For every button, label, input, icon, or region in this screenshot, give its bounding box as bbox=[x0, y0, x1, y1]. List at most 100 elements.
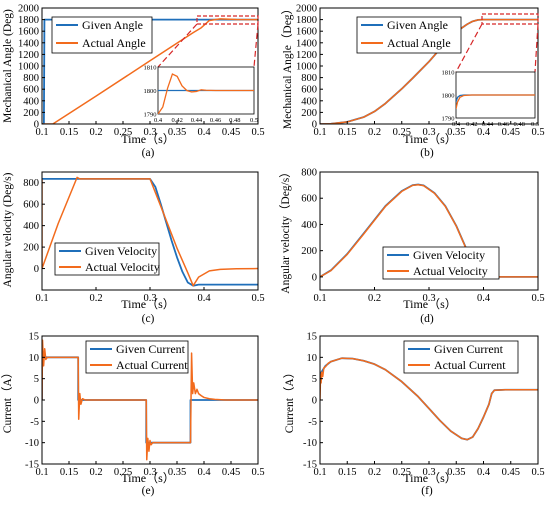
x-axis-label: Time（s） bbox=[403, 471, 457, 485]
legend-label-actual: Actual Velocity bbox=[85, 260, 160, 274]
y-tick-label: -10 bbox=[25, 438, 39, 449]
y-tick-label: 1200 bbox=[18, 50, 39, 61]
y-axis-label: Angular velocity (Deg/s) bbox=[2, 172, 14, 287]
y-tick-label: -5 bbox=[30, 417, 39, 428]
legend-label-actual: Actual Angle bbox=[387, 36, 451, 50]
y-tick-label: 600 bbox=[301, 85, 317, 96]
inset-x-tick-label: 0.44 bbox=[482, 121, 494, 128]
x-tick-label: 0.5 bbox=[531, 127, 544, 138]
x-tick-label: 0.1 bbox=[313, 467, 326, 478]
x-tick-label: 0.1 bbox=[35, 467, 48, 478]
y-tick-label: 200 bbox=[301, 108, 317, 119]
y-tick-label: 1600 bbox=[18, 27, 39, 38]
y-tick-label: 15 bbox=[307, 332, 318, 343]
legend-box bbox=[403, 340, 519, 374]
y-tick-label: 10 bbox=[307, 353, 318, 364]
series-line-actual bbox=[320, 18, 538, 124]
subplot-b: 0.1 0.15 0.2 0.25 0.3 0.35 0.4 0.45 0.5020040060… bbox=[281, 3, 545, 159]
legend-box bbox=[54, 242, 160, 276]
y-tick-label: 2000 bbox=[18, 4, 39, 15]
subplot-a: 0.1 0.15 0.2 0.25 0.3 0.35 0.4 0.45 0.5 020040060… bbox=[2, 4, 265, 160]
inset-x-tick-label: 0.44 bbox=[191, 117, 203, 124]
y-tick-label: 800 bbox=[301, 73, 317, 84]
subplot-c: 0.1 0.2 0.3 0.4 0.5 0 200 400 600 800 Time（s） Angul… bbox=[2, 171, 265, 325]
x-tick-label: 0.25 bbox=[393, 467, 411, 478]
series-line-actual bbox=[320, 357, 538, 441]
y-tick-label: 200 bbox=[23, 108, 39, 119]
x-tick-label: 0.3 bbox=[143, 467, 156, 478]
x-tick-label: 0.15 bbox=[60, 467, 78, 478]
x-axis-label: Time（s） bbox=[121, 471, 175, 485]
legend: Given Current Actual Current bbox=[85, 340, 189, 374]
y-axis-label: Mechanical Angle (Deg) bbox=[2, 9, 14, 123]
legend: Given Current Actual Current bbox=[403, 340, 519, 374]
y-tick-label: 1800 bbox=[18, 15, 39, 26]
legend-label-given: Given Velocity bbox=[413, 248, 485, 262]
x-tick-label: 0.4 bbox=[477, 467, 491, 478]
legend-label-actual: Actual Current bbox=[434, 358, 506, 372]
x-tick-label: 0.45 bbox=[502, 127, 520, 138]
legend: Given Angle Actual Angle bbox=[51, 16, 153, 54]
x-tick-label: 0.2 bbox=[89, 467, 102, 478]
x-tick-label: 0.2 bbox=[368, 467, 381, 478]
x-tick-label: 0.2 bbox=[368, 293, 381, 304]
x-tick-label: 0.3 bbox=[422, 467, 435, 478]
subplot-d: 0.1 0.2 0.3 0.4 0.5 0 200 400 600 800 Time（s） Angul… bbox=[279, 166, 545, 325]
y-tick-label: 0 bbox=[34, 264, 39, 275]
series-line-actual bbox=[42, 339, 258, 461]
y-tick-label: 1400 bbox=[18, 38, 39, 49]
y-tick-label: 800 bbox=[23, 73, 39, 84]
inset-x-tick-label: 0.5 bbox=[531, 121, 539, 128]
y-tick-label: 800 bbox=[301, 168, 317, 179]
inset-x-tick-label: 0.4 bbox=[452, 121, 461, 128]
x-tick-label: 0.4 bbox=[197, 127, 211, 138]
x-axis-label: Time（s） bbox=[121, 297, 175, 311]
x-tick-label: 0.2 bbox=[89, 293, 102, 304]
x-tick-label: 0.4 bbox=[197, 467, 211, 478]
inset-x-tick-label: 0.48 bbox=[514, 121, 525, 128]
legend-box bbox=[382, 246, 500, 280]
legend-label-actual: Actual Velocity bbox=[413, 264, 488, 278]
x-tick-label: 0.2 bbox=[89, 127, 102, 138]
inset-y-tick-label: 1790 bbox=[144, 112, 157, 119]
y-tick-label: 0 bbox=[34, 396, 39, 407]
inset-series-line-actual bbox=[456, 94, 535, 109]
x-tick-label: 0.15 bbox=[60, 127, 78, 138]
x-tick-label: 0.5 bbox=[251, 467, 264, 478]
legend-label-given: Given Velocity bbox=[85, 244, 157, 258]
y-axis-label: Current（A） bbox=[283, 367, 296, 433]
x-tick-label: 0.5 bbox=[251, 293, 264, 304]
x-axis-label: Time（s） bbox=[403, 297, 457, 311]
y-tick-label: 5 bbox=[34, 374, 39, 385]
x-tick-label: 0.1 bbox=[313, 293, 326, 304]
y-tick-label: 400 bbox=[301, 220, 317, 231]
y-tick-label: -15 bbox=[25, 460, 39, 471]
zoom-connector-line bbox=[157, 23, 198, 68]
inset-x-tick-label: 0.42 bbox=[172, 117, 183, 124]
x-axis-label: Time（s） bbox=[403, 132, 457, 146]
x-tick-label: 0.35 bbox=[447, 127, 465, 138]
y-tick-label: 1800 bbox=[296, 15, 317, 26]
y-tick-label: 400 bbox=[23, 96, 39, 107]
legend-label-given: Given Current bbox=[434, 342, 504, 356]
y-tick-label: 400 bbox=[301, 96, 317, 107]
zoom-inset: 0.4 0.42 0.44 0.46 0.48 0.5 1790 1800 1810 bbox=[144, 15, 259, 124]
y-tick-label: 1000 bbox=[18, 62, 39, 73]
x-tick-label: 0.35 bbox=[447, 467, 465, 478]
y-tick-label: 1200 bbox=[296, 50, 317, 61]
x-tick-label: 0.3 bbox=[422, 127, 435, 138]
y-tick-label: 1600 bbox=[296, 27, 317, 38]
x-tick-label: 0.15 bbox=[338, 127, 356, 138]
x-tick-label: 0.5 bbox=[531, 293, 544, 304]
zoom-region-box bbox=[196, 15, 259, 25]
zoom-inset: 0.4 0.42 0.44 0.46 0.48 0.5 1790 1800 1810 bbox=[442, 13, 539, 128]
legend-box bbox=[356, 16, 462, 54]
inset-y-tick-label: 1790 bbox=[442, 116, 455, 123]
y-tick-label: 0 bbox=[34, 120, 39, 131]
zoom-connector-line bbox=[253, 23, 259, 68]
subplot-caption: (e) bbox=[142, 485, 155, 497]
inset-series-line-actual bbox=[158, 73, 254, 114]
x-tick-label: 0.25 bbox=[114, 127, 132, 138]
x-tick-label: 0.5 bbox=[251, 127, 264, 138]
